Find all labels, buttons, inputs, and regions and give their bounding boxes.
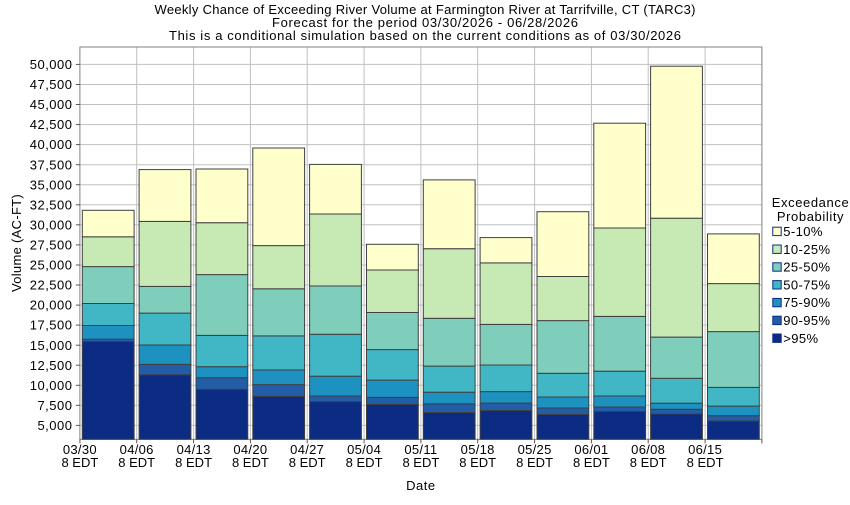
svg-text:40,000: 40,000	[30, 137, 73, 152]
svg-text:06/08: 06/08	[631, 442, 665, 457]
svg-text:5,000: 5,000	[37, 418, 72, 433]
svg-text:8 EDT: 8 EDT	[232, 455, 269, 470]
svg-text:8 EDT: 8 EDT	[175, 455, 212, 470]
svg-text:05/25: 05/25	[518, 442, 552, 457]
svg-text:04/13: 04/13	[177, 442, 211, 457]
svg-text:8 EDT: 8 EDT	[687, 455, 724, 470]
svg-text:17,500: 17,500	[30, 318, 73, 333]
svg-text:04/06: 04/06	[120, 442, 154, 457]
svg-text:50-75%: 50-75%	[783, 277, 830, 292]
svg-text:35,000: 35,000	[30, 177, 73, 192]
svg-text:8 EDT: 8 EDT	[573, 455, 610, 470]
svg-text:05/11: 05/11	[404, 442, 437, 457]
svg-text:50,000: 50,000	[30, 57, 73, 72]
svg-text:32,500: 32,500	[30, 197, 73, 212]
svg-text:Probability: Probability	[777, 209, 844, 224]
svg-text:90-95%: 90-95%	[783, 313, 830, 328]
svg-text:05/18: 05/18	[461, 442, 495, 457]
svg-text:27,500: 27,500	[30, 238, 73, 253]
svg-text:42,500: 42,500	[30, 117, 73, 132]
svg-text:8 EDT: 8 EDT	[118, 455, 155, 470]
svg-text:06/01: 06/01	[574, 442, 608, 457]
svg-text:20,000: 20,000	[30, 298, 73, 313]
svg-text:8 EDT: 8 EDT	[516, 455, 553, 470]
svg-text:04/27: 04/27	[290, 442, 324, 457]
svg-text:This is a conditional simulati: This is a conditional simulation based o…	[169, 28, 681, 43]
svg-text:47,500: 47,500	[30, 77, 73, 92]
svg-text:8 EDT: 8 EDT	[630, 455, 667, 470]
svg-text:7,500: 7,500	[37, 398, 72, 413]
svg-text:15,000: 15,000	[30, 338, 73, 353]
svg-text:12,500: 12,500	[30, 358, 73, 373]
svg-text:25-50%: 25-50%	[783, 260, 830, 275]
svg-text:Exceedance: Exceedance	[772, 195, 850, 210]
svg-text:10-25%: 10-25%	[783, 242, 830, 257]
svg-text:06/15: 06/15	[688, 442, 722, 457]
svg-text:75-90%: 75-90%	[783, 295, 830, 310]
svg-text:03/30: 03/30	[63, 442, 97, 457]
svg-text:Weekly Chance of Exceeding Riv: Weekly Chance of Exceeding River Volume …	[155, 2, 696, 17]
svg-text:8 EDT: 8 EDT	[459, 455, 496, 470]
svg-text:8 EDT: 8 EDT	[61, 455, 98, 470]
svg-text:30,000: 30,000	[30, 217, 73, 232]
svg-text:8 EDT: 8 EDT	[402, 455, 439, 470]
svg-text:04/20: 04/20	[233, 442, 267, 457]
svg-text:Date: Date	[406, 478, 435, 493]
svg-text:25,000: 25,000	[30, 258, 73, 273]
svg-text:8 EDT: 8 EDT	[346, 455, 383, 470]
svg-text:45,000: 45,000	[30, 97, 73, 112]
svg-text:22,500: 22,500	[30, 278, 73, 293]
svg-text:8 EDT: 8 EDT	[289, 455, 326, 470]
svg-text:Volume (AC-FT): Volume (AC-FT)	[9, 194, 24, 292]
svg-text:>95%: >95%	[783, 331, 818, 346]
svg-text:10,000: 10,000	[30, 378, 73, 393]
svg-text:05/04: 05/04	[347, 442, 381, 457]
svg-text:Forecast for the period 03/30/: Forecast for the period 03/30/2026 - 06/…	[272, 15, 578, 30]
svg-text:5-10%: 5-10%	[783, 224, 823, 239]
svg-text:37,500: 37,500	[30, 157, 73, 172]
